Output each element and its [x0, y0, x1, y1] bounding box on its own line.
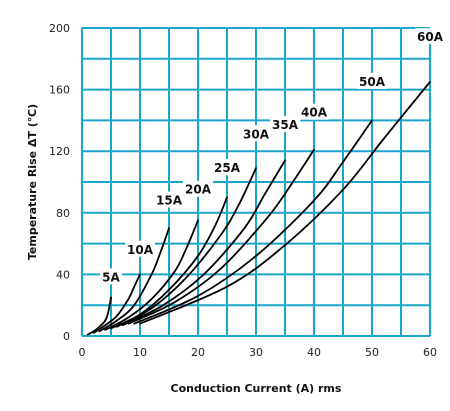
series-label-40a: 40A	[301, 106, 328, 120]
series-label-5a: 5A	[102, 270, 120, 284]
y-tick-label: 0	[63, 330, 70, 343]
series-label-60a: 60A	[417, 30, 444, 44]
y-axis-title: Temperature Rise ΔT (℃)	[26, 104, 39, 260]
series-label-bg	[183, 180, 213, 197]
series-lines	[86, 81, 431, 336]
x-tick-label: 60	[423, 346, 437, 359]
x-tick-label: 0	[79, 346, 86, 359]
y-tick-label: 40	[56, 268, 70, 281]
series-line-35a	[121, 159, 286, 327]
y-tick-label: 160	[49, 84, 70, 97]
series-label-bg	[357, 72, 387, 89]
series-label-15a: 15A	[156, 193, 183, 207]
series-label-bg	[212, 159, 242, 176]
series-label-10a: 10A	[127, 243, 154, 257]
y-tick-label: 80	[56, 207, 70, 220]
series-label-bg	[125, 240, 155, 257]
series-line-60a	[139, 81, 431, 325]
series-label-bg	[100, 268, 122, 285]
series-line-5a	[86, 296, 112, 336]
series-label-bg	[415, 28, 445, 45]
x-tick-label: 10	[133, 346, 147, 359]
series-line-40a	[127, 148, 315, 325]
series-label-35a: 35A	[272, 118, 299, 132]
series-line-20a	[104, 219, 199, 331]
x-tick-label: 30	[249, 346, 263, 359]
series-line-30a	[115, 167, 257, 328]
series-label-30a: 30A	[243, 127, 270, 141]
series-label-bg	[241, 125, 271, 142]
x-tick-labels: 0 10 20 30 40 50 60	[79, 346, 438, 359]
series-line-10a	[92, 273, 141, 334]
series-label-20a: 20A	[185, 183, 212, 197]
series-label-50a: 50A	[359, 75, 386, 89]
series-label-25a: 25A	[214, 161, 241, 175]
y-tick-label: 200	[49, 22, 70, 35]
x-tick-label: 50	[365, 346, 379, 359]
series-label-bg	[270, 116, 300, 133]
x-tick-label: 20	[191, 346, 205, 359]
series-line-15a	[98, 227, 170, 333]
grid	[81, 27, 431, 337]
y-tick-label: 120	[49, 145, 70, 158]
y-tick-labels: 0 40 80 120 160 200	[49, 22, 70, 343]
series-label-bg	[299, 103, 329, 120]
series-label-bg	[154, 191, 184, 208]
series-line-50a	[133, 119, 373, 325]
x-tick-label: 40	[307, 346, 321, 359]
x-axis-title: Conduction Current (A) rms	[171, 382, 342, 395]
